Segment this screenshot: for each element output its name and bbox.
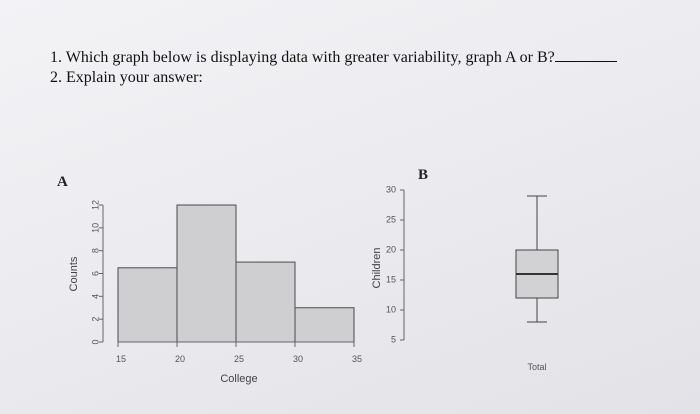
x-tick-label: 30 [293,354,303,364]
x-tick-label: 20 [175,354,185,364]
y-axis-title: Children [371,248,383,289]
y-tick-label: 8 [90,248,100,253]
x-tick-label: 35 [352,354,362,364]
question-2: 2. Explain your answer: [50,69,203,86]
y-tick-label: 12 [90,200,100,210]
y-tick-label: 10 [90,223,100,233]
boxplot-graph-b: 5 10 15 20 25 30 Children Total [371,184,559,372]
x-tick-label: 25 [234,354,244,364]
histogram-bar [176,204,237,343]
y-tick-label: 0 [90,339,100,344]
y-tick-label: 4 [90,294,100,299]
y-tick-label: 25 [386,214,396,224]
graph-a-label: A [57,174,68,190]
y-tick-label: 10 [386,304,396,314]
x-axis-title: College [220,373,257,385]
x-tick-label: 15 [116,354,126,364]
y-tick-label: 6 [90,271,100,276]
question-1: 1. Which graph below is displaying data … [50,49,617,67]
y-tick-label: 5 [391,334,396,344]
y-tick-label: 2 [90,317,100,322]
histogram-graph-a: 0 2 4 6 8 10 12 Counts 15 20 25 30 35 College [68,200,362,385]
y-tick-label: 20 [386,244,396,254]
graph-b-label: B [418,167,429,183]
x-category-label: Total [527,362,546,372]
y-tick-label: 15 [386,274,396,284]
y-tick-label: 30 [386,184,396,194]
answer-blank[interactable] [554,49,617,62]
y-axis-title: Counts [68,256,80,291]
question-1-text: 1. Which graph below is displaying data … [50,49,555,66]
histogram-bar [117,267,178,343]
histogram-bar [235,261,296,343]
histogram-bar [294,307,355,343]
